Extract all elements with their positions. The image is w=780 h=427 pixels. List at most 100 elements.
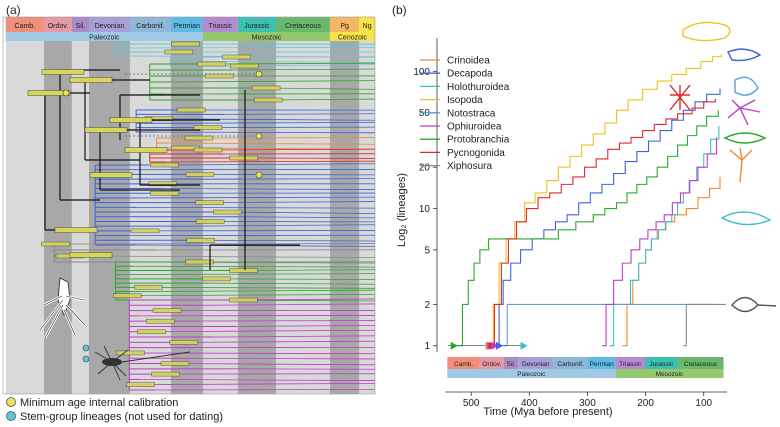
origin-marker (450, 341, 458, 350)
timescale-era-label: Mesozoic (656, 371, 684, 378)
notostracan-icon (734, 76, 759, 96)
legend-label: Xiphosura (447, 161, 492, 172)
timescale-era (615, 369, 724, 378)
period-box (71, 17, 90, 32)
node-age-bar (41, 69, 85, 75)
protobranch-icon (723, 132, 767, 144)
period-label: Ordov. (48, 23, 69, 30)
period-box (129, 17, 171, 32)
age-bar (197, 61, 226, 67)
x-tick-label: 400 (521, 398, 538, 409)
tip-branch (148, 286, 376, 289)
tip-branch (136, 206, 376, 209)
tip-branch (268, 98, 376, 101)
period-label: Jurassic (244, 23, 270, 30)
x-tick-label: 200 (637, 398, 654, 409)
spider-legs (94, 345, 191, 381)
tip-branch (224, 113, 376, 115)
period-label: Carbonif. (136, 23, 164, 30)
age-bar (116, 350, 145, 356)
tip-branch (236, 324, 376, 327)
period-label: Pg (340, 23, 349, 30)
sea-spider-fossil-icon (39, 277, 86, 339)
timescale-era (447, 369, 616, 378)
tip-branch (211, 62, 376, 65)
fossil-legs-outline (39, 295, 86, 339)
age-bar (185, 259, 214, 265)
age-bar (151, 371, 180, 377)
age-bar (213, 209, 242, 215)
legend-label: Notostraca (447, 108, 496, 119)
stem-dot-icon (6, 411, 16, 421)
node-age-bar (109, 117, 153, 123)
age-bar (222, 54, 251, 60)
ophiuroid-icon (727, 99, 761, 126)
y-axis-label: Log₂ (lineages) (396, 173, 408, 247)
panel-a-label: (a) (6, 3, 21, 17)
calibration-dot-icon (6, 397, 16, 407)
legend-label: Crinoidea (447, 56, 490, 67)
tip-branch (140, 383, 376, 386)
era-label: Mesozoic (252, 35, 282, 42)
legend-label: Pycnogonida (447, 148, 505, 159)
node-age-bar (69, 77, 113, 83)
tip-branch (166, 160, 376, 163)
node-age-bar (124, 147, 168, 153)
tip-branch (237, 216, 376, 219)
legend-label: Isopoda (447, 95, 483, 106)
period-box (359, 17, 375, 32)
origin-marker (520, 341, 528, 350)
legend-label: Decapoda (447, 69, 493, 80)
legend-label: Holothuroidea (447, 82, 510, 93)
age-bar (169, 340, 199, 345)
node-age-bar (89, 172, 133, 178)
period-box (329, 17, 360, 32)
tip-branch (180, 224, 376, 227)
legend-calibration: Minimum age internal calibration (6, 397, 178, 409)
tip-branch (183, 340, 376, 343)
period-label: Camb. (15, 23, 36, 30)
tip-branch (243, 269, 376, 271)
age-bar (130, 228, 160, 234)
age-bar (150, 190, 179, 196)
age-bar (113, 293, 142, 299)
age-bar (126, 382, 155, 387)
ltt-chart: 1 2 5 10 20 50 100 500 400 300 200 100 Camb. Ordov. Si… (413, 21, 777, 409)
period-box (237, 17, 277, 32)
timescale-period (479, 357, 504, 369)
tip-branch (227, 211, 376, 214)
pycnogonid-icon (669, 84, 691, 111)
period-band (5, 41, 44, 394)
xiphosuran-icon (731, 296, 777, 313)
timescale-period-label: Triassic (619, 361, 642, 368)
timescale-period-label: Cretaceous (684, 361, 718, 368)
tip-branch (132, 46, 376, 49)
timescale-period (553, 357, 589, 369)
sea-spider-drawing-icon (94, 345, 191, 381)
tip-branch (119, 273, 376, 276)
tip-branch (162, 188, 376, 190)
x-tick-label: 300 (579, 398, 596, 409)
period-box (89, 17, 130, 32)
age-bar (202, 276, 231, 282)
age-bar (184, 135, 214, 141)
tip-branch (135, 196, 376, 199)
tip-branch (160, 320, 376, 322)
tip-branch (209, 201, 376, 204)
tip-branch (202, 61, 376, 63)
calibration-dot (255, 70, 263, 78)
tip-branch (139, 379, 376, 381)
tip-branch (139, 289, 376, 292)
origin-marker (496, 341, 504, 350)
tip-branch (216, 278, 376, 280)
tip-branch (190, 357, 376, 360)
tip-branch (171, 80, 376, 83)
tip-branch (133, 265, 376, 268)
era-label: Paleozoic (89, 35, 120, 42)
series-line-protobranchia (456, 110, 719, 347)
origin-marker (491, 341, 499, 350)
age-bar (148, 181, 177, 187)
timescale-period-label: Camb. (454, 361, 473, 368)
timescale-period-label: Devonian (522, 361, 550, 368)
